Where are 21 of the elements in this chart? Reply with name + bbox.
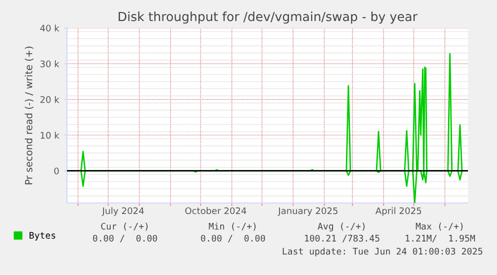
text: 100.21 /783.45 — [305, 234, 380, 242]
x-tick-label: January 2025 — [278, 207, 338, 216]
text: Avg (-/+) — [318, 222, 365, 232]
text: 0.00 / 0.00 — [92, 234, 158, 242]
y-tick-label: 10 k — [40, 132, 60, 139]
text: Cur (-/+) — [101, 222, 148, 231]
y-tick-label: 40 k — [40, 24, 60, 32]
legend-label: Bytes — [30, 232, 56, 240]
x-tick-label: April 2025 — [375, 207, 422, 216]
y-tick-label: 30 k — [40, 60, 60, 68]
chart-title: Disk throughput for /dev/vgmain/swap - by year — [118, 12, 418, 24]
text: Max (-/+) — [416, 222, 463, 231]
y-axis-title: Pr second read (-) / write (+) — [24, 46, 34, 184]
text: 0.00 / 0.00 — [200, 234, 266, 242]
text: 1.21M/ 1.95M — [406, 234, 475, 242]
y-tick-label: 20 k — [40, 96, 60, 103]
x-tick-label: July 2024 — [102, 207, 144, 216]
text: Last update: Tue Jun 24 01:00:03 2025 — [282, 248, 482, 256]
y-tick-label: 0 — [54, 168, 59, 174]
text: Min (-/+) — [208, 222, 256, 231]
x-tick-label: October 2024 — [185, 207, 246, 214]
